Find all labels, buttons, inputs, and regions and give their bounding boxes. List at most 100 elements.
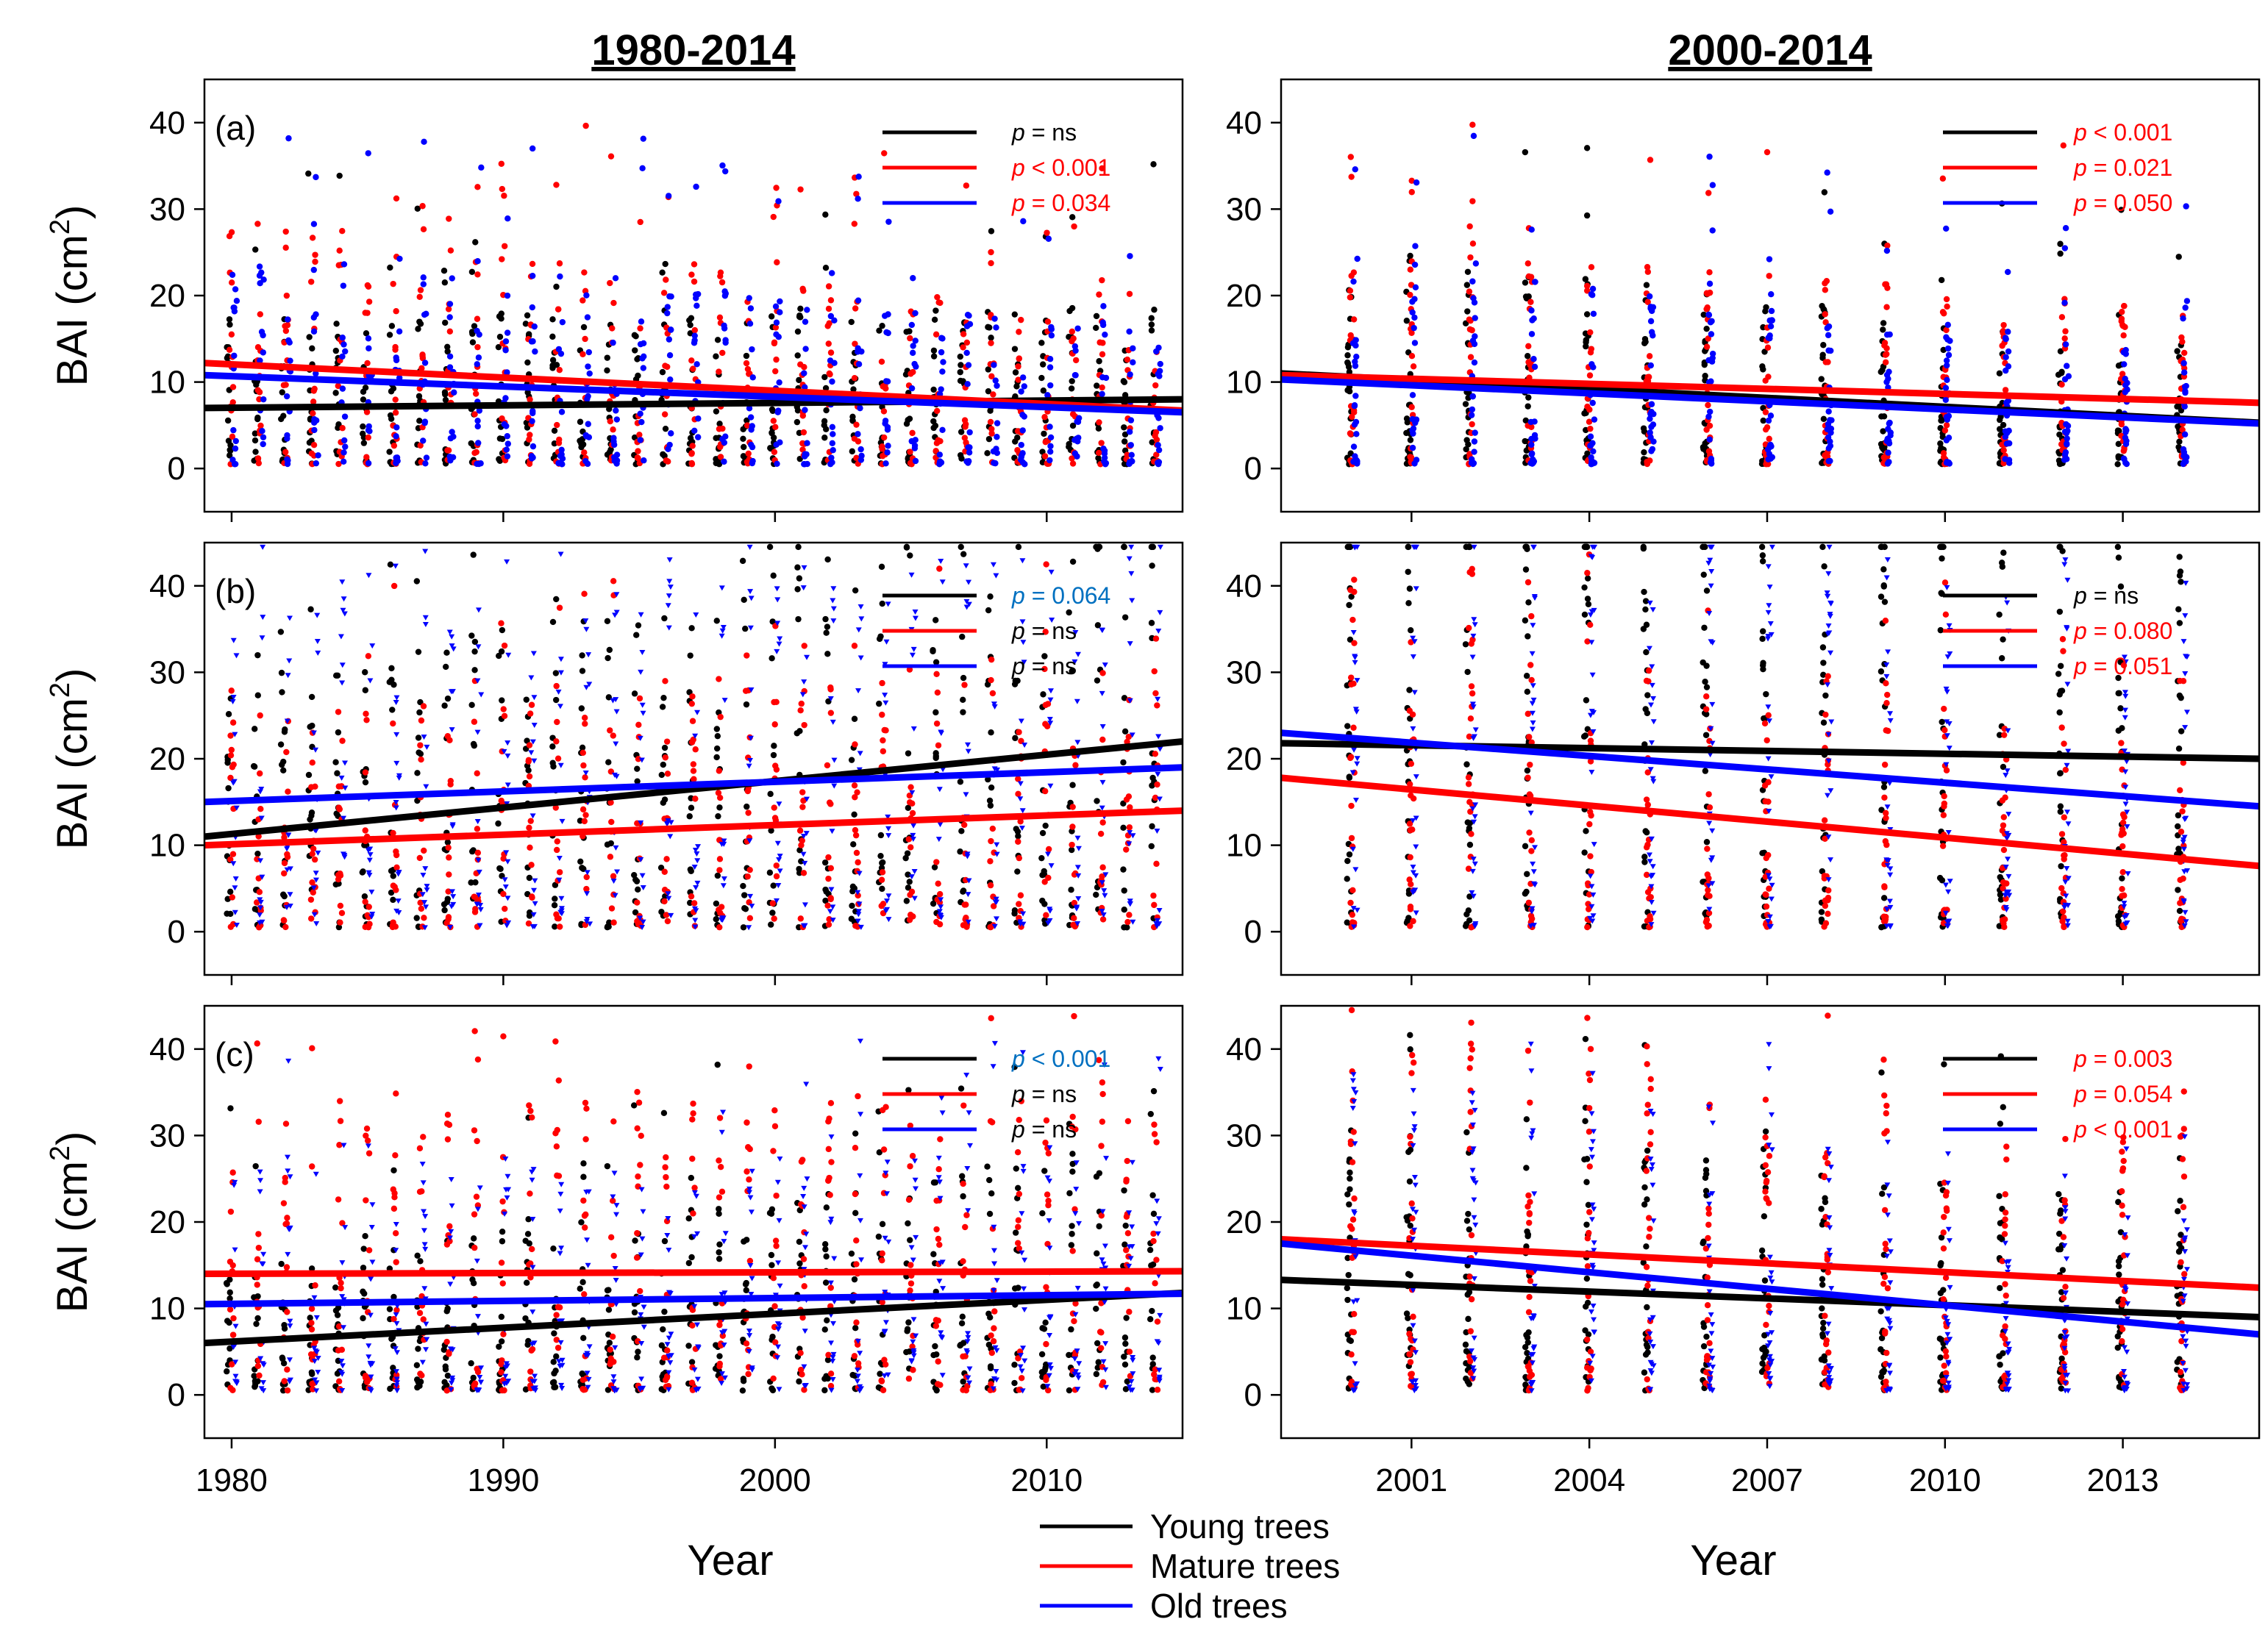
point-old-trees [938,897,944,903]
point-young-trees [743,352,750,360]
point-old-trees [1019,808,1026,814]
point-old-trees [910,646,917,652]
point-young-trees [1522,293,1530,300]
point-young-trees [1761,715,1767,722]
point-mature-trees [1349,887,1356,894]
point-old-trees [230,637,237,643]
point-old-trees [285,135,292,142]
point-old-trees [286,658,293,664]
point-young-trees [1641,588,1647,596]
point-old-trees [777,854,783,859]
point-young-trees [740,924,747,931]
point-young-trees [1938,417,1944,424]
point-mature-trees [254,455,262,462]
point-old-trees [746,763,752,769]
point-old-trees [1047,443,1054,449]
panel-label: (b) [215,572,256,610]
point-mature-trees [418,717,425,724]
point-young-trees [985,366,991,373]
point-old-trees [885,443,891,449]
point-young-trees [1701,624,1708,631]
point-old-trees [1352,660,1358,665]
point-old-trees [2062,879,2069,885]
point-mature-trees [905,836,913,843]
point-mature-trees [308,450,315,457]
point-young-trees [1641,859,1648,865]
point-young-trees [2115,554,2122,561]
point-old-trees [831,783,838,789]
point-mature-trees [1822,451,1829,458]
point-mature-trees [1016,729,1022,735]
point-old-trees [447,435,454,442]
y-tick-label: 10 [149,365,185,401]
y-tick-label: 30 [1226,191,1262,227]
point-old-trees [2122,351,2129,357]
point-old-trees [557,273,563,280]
point-old-trees [1588,640,1595,646]
point-old-trees [1528,331,1536,337]
point-young-trees [551,427,558,434]
point-old-trees [1352,166,1358,173]
point-young-trees [742,906,749,912]
point-old-trees [1942,385,1950,391]
point-old-trees [746,320,754,327]
point-mature-trees [715,790,722,796]
point-old-trees [2121,901,2128,907]
point-old-trees [610,878,617,884]
point-young-trees [796,376,802,384]
point-mature-trees [691,278,698,285]
point-old-trees [748,687,755,693]
point-young-trees [1093,324,1099,332]
point-old-trees [311,912,318,918]
point-old-trees [966,601,972,607]
point-young-trees [1999,563,2006,570]
point-young-trees [1939,718,1945,726]
point-mature-trees [527,818,534,824]
point-mature-trees [1018,737,1024,745]
point-old-trees [586,370,593,377]
point-mature-trees [229,851,237,857]
point-old-trees [529,813,536,819]
point-old-trees [665,891,671,897]
point-old-trees [695,415,702,422]
point-old-trees [2005,348,2012,355]
point-old-trees [829,829,835,834]
point-old-trees [422,460,429,467]
point-old-trees [1709,701,1716,707]
point-mature-trees [1406,821,1413,827]
point-mature-trees [852,305,859,312]
point-mature-trees [527,844,533,851]
point-old-trees [2122,426,2129,432]
point-old-trees [557,909,564,915]
point-young-trees [821,435,828,441]
point-old-trees [718,585,725,591]
point-mature-trees [554,718,560,726]
point-young-trees [743,803,750,810]
point-old-trees [1351,402,1358,410]
point-old-trees [1074,325,1081,332]
point-mature-trees [961,821,968,829]
point-young-trees [1881,598,1889,605]
point-old-trees [1767,441,1774,448]
point-young-trees [1642,598,1650,604]
point-young-trees [413,915,420,921]
point-old-trees [259,635,265,641]
point-old-trees [586,682,593,687]
point-mature-trees [556,604,563,611]
point-old-trees [777,309,783,315]
point-mature-trees [662,362,668,369]
point-mature-trees [662,754,668,761]
point-old-trees [531,695,538,701]
point-old-trees [1412,284,1419,291]
point-mature-trees [908,888,916,896]
point-old-trees [774,460,780,468]
point-old-trees [831,757,838,763]
point-mature-trees [474,849,482,857]
point-mature-trees [1041,879,1048,885]
point-mature-trees [419,203,426,210]
point-young-trees [959,633,966,640]
point-old-trees [1156,921,1163,927]
point-mature-trees [1096,449,1102,457]
point-mature-trees [500,890,507,898]
point-old-trees [691,427,698,435]
